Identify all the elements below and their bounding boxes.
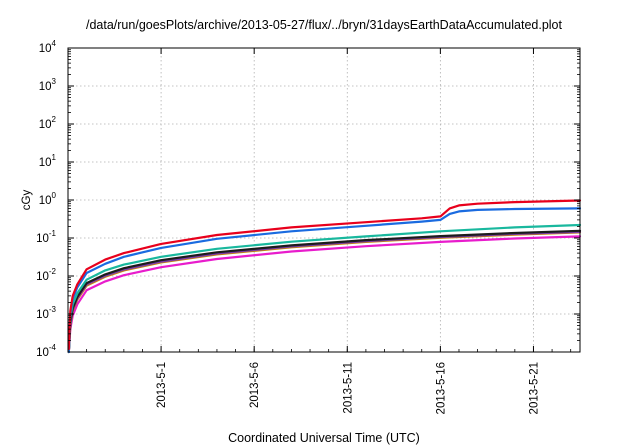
series-line <box>67 207 582 354</box>
y-tick-base: 10 <box>39 157 52 169</box>
series-line <box>67 231 582 354</box>
y-tick-label: 10-1 <box>36 229 56 245</box>
y-tick-exponent: 4 <box>52 39 57 48</box>
y-tick-exponent: -3 <box>49 305 57 314</box>
y-tick-exponent: -2 <box>49 267 57 276</box>
y-tick-exponent: 0 <box>52 191 57 200</box>
y-tick-label: 100 <box>39 191 57 207</box>
y-tick-label: 10-3 <box>36 305 56 321</box>
series-line <box>67 229 582 354</box>
x-tick-label: 2013-5-6 <box>249 362 261 408</box>
y-tick-exponent: 3 <box>52 77 57 86</box>
y-tick-label: 103 <box>39 77 57 93</box>
y-tick-base: 10 <box>36 347 49 359</box>
y-tick-base: 10 <box>36 233 49 245</box>
x-axis-label: Coordinated Universal Time (UTC) <box>228 431 420 445</box>
chart-title: /data/run/goesPlots/archive/2013-05-27/f… <box>86 18 562 32</box>
y-tick-label: 101 <box>39 153 57 169</box>
y-tick-base: 10 <box>39 81 52 93</box>
y-tick-label: 10-4 <box>36 343 56 359</box>
y-tick-label: 104 <box>39 39 57 55</box>
y-tick-exponent: -1 <box>49 229 57 238</box>
y-tick-base: 10 <box>39 195 52 207</box>
y-tick-label: 102 <box>39 115 57 131</box>
y-axis-label: cGy <box>21 190 33 211</box>
y-tick-exponent: 1 <box>52 153 57 162</box>
x-tick-label: 2013-5-11 <box>342 362 354 414</box>
series-line <box>67 223 582 354</box>
y-tick-exponent: -4 <box>49 343 57 352</box>
y-tick-base: 10 <box>39 119 52 131</box>
y-tick-label: 10-2 <box>36 267 56 283</box>
x-tick-label: 2013-5-1 <box>156 362 168 408</box>
grid-lines <box>68 48 580 352</box>
x-tick-label: 2013-5-16 <box>435 362 447 414</box>
y-tick-exponent: 2 <box>52 115 57 124</box>
y-tick-base: 10 <box>36 271 49 283</box>
y-tick-base: 10 <box>39 43 52 55</box>
series-group <box>67 199 582 354</box>
x-tick-label: 2013-5-21 <box>528 362 540 414</box>
series-line <box>67 199 582 351</box>
x-axis-ticks: 2013-5-1 2013-5-6 2013-5-11 2013-5-16 2013-5… <box>67 48 572 414</box>
y-tick-base: 10 <box>36 309 49 321</box>
series-line <box>67 235 582 354</box>
